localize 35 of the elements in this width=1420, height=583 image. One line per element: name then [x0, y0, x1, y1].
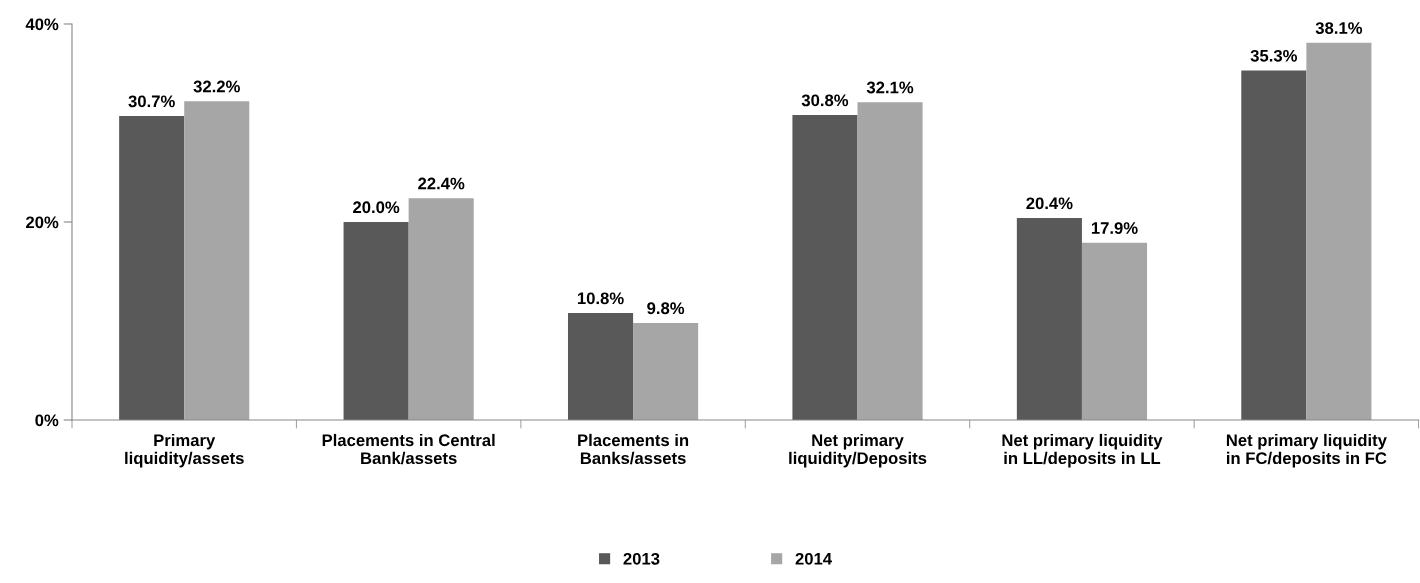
data-label: 10.8% — [577, 292, 624, 305]
x-tick-label: Net primary liquidity/Deposits — [789, 433, 927, 468]
bar — [1241, 70, 1307, 420]
x-tick-label: Net primary liquidity in LL/deposits in LL — [1002, 433, 1163, 468]
data-label: 22.4% — [418, 177, 465, 190]
legend-label: 2014 — [795, 552, 832, 565]
data-label: 20.0% — [353, 201, 400, 214]
y-tick-label: 40% — [25, 18, 59, 31]
bar — [408, 198, 474, 420]
y-tick-label: 20% — [26, 216, 59, 229]
data-label: 32.1% — [866, 81, 914, 94]
bar — [343, 222, 409, 420]
y-tick-label: 0% — [35, 414, 59, 427]
x-tick-label: Placements in Central Bank/assets — [322, 433, 495, 465]
bar — [567, 313, 634, 420]
data-label: 38.1% — [1315, 22, 1363, 34]
data-label: 30.8% — [801, 94, 849, 107]
bar — [1081, 242, 1148, 420]
x-tick-label: Net primary liquidity in FC/deposits in FC — [1226, 433, 1387, 468]
bar — [184, 101, 250, 420]
data-label: 17.9% — [1091, 222, 1138, 234]
x-tick-label: Primary liquidity/assets — [125, 433, 244, 468]
bar — [119, 116, 185, 420]
bar — [857, 102, 923, 420]
bar — [792, 115, 858, 420]
data-label: 9.8% — [647, 302, 685, 315]
data-label: 32.2% — [193, 80, 240, 93]
data-label: 30.7% — [128, 95, 175, 108]
bar — [1306, 42, 1372, 420]
bar — [1016, 218, 1082, 420]
data-label: 35.3% — [1250, 49, 1298, 62]
bar — [633, 322, 699, 420]
data-label: 20.4% — [1026, 197, 1073, 210]
legend-label: 2013 — [623, 552, 660, 565]
x-tick-label: Placements in Banks/assets — [578, 433, 689, 465]
